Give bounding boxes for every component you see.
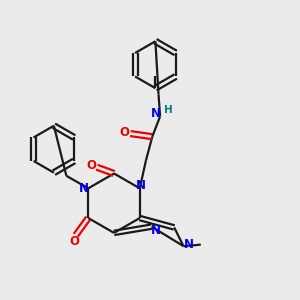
Text: N: N: [136, 179, 146, 192]
Text: O: O: [119, 126, 129, 139]
Text: N: N: [79, 182, 88, 196]
Text: N: N: [151, 224, 161, 237]
Text: N: N: [184, 238, 194, 251]
Text: O: O: [69, 235, 79, 248]
Text: N: N: [150, 107, 161, 120]
Text: O: O: [86, 159, 96, 172]
Text: H: H: [164, 105, 172, 115]
